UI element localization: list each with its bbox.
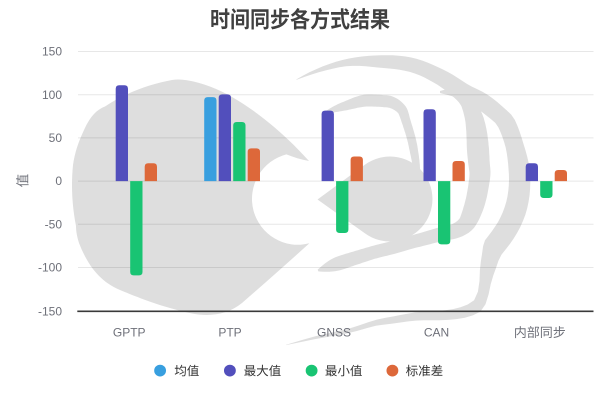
svg-text:PTP: PTP	[218, 326, 241, 340]
svg-text:CAN: CAN	[424, 326, 449, 340]
svg-text:100: 100	[42, 88, 62, 102]
svg-text:-100: -100	[38, 261, 62, 275]
svg-text:GPTP: GPTP	[113, 326, 146, 340]
svg-text:GNSS: GNSS	[317, 326, 351, 340]
svg-text:50: 50	[49, 131, 63, 145]
svg-text:0: 0	[55, 174, 62, 188]
svg-text:150: 150	[42, 45, 62, 59]
svg-text:-50: -50	[45, 217, 63, 231]
svg-text:-150: -150	[38, 304, 62, 318]
